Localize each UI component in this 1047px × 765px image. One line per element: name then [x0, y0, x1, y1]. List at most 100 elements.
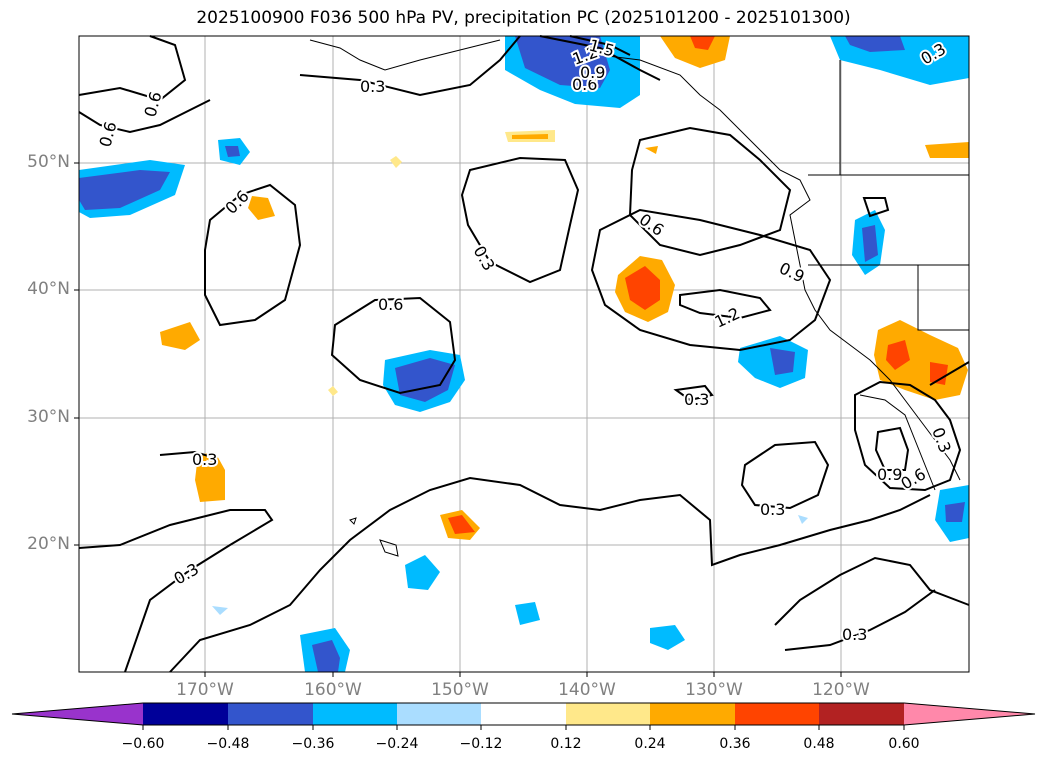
precip-positive-area: [660, 36, 730, 68]
pv-contour: [740, 440, 830, 510]
contour-label: 0.6: [572, 75, 597, 94]
contour-label: 0.3: [760, 500, 785, 519]
colorbar-tick-label: −0.24: [375, 736, 419, 752]
lat-label-20n: 20°N: [27, 534, 70, 554]
contour-label: 0.9: [877, 465, 902, 484]
precip-positive-area: [248, 196, 275, 220]
colorbar-tick-label: 0.24: [634, 736, 666, 752]
precip-positive-core: [512, 134, 548, 139]
precip-positive-area: [160, 322, 200, 350]
pv-contour: [929, 361, 970, 386]
lon-label-130w: 130°W: [685, 680, 743, 700]
colorbar-tick-label: −0.12: [459, 736, 503, 752]
colorbar: [11, 702, 1036, 730]
hawaii-islands: [349, 517, 399, 557]
lon-label-160w: 160°W: [304, 680, 362, 700]
precip-negative-core: [945, 502, 965, 522]
colorbar-segment: [650, 703, 735, 725]
coastlines: [309, 39, 969, 557]
contour-label: 0.3: [360, 77, 385, 96]
precip-positive-area: [390, 156, 402, 168]
colorbar-tick-label: −0.48: [206, 736, 250, 752]
precip-positive-core: [625, 266, 660, 310]
pv-contour: [330, 296, 457, 395]
lon-label-140w: 140°W: [558, 680, 616, 700]
precip-negative-core: [79, 170, 170, 210]
colorbar-segment: [313, 703, 397, 725]
colorbar-segment: [228, 703, 313, 725]
colorbar-segment: [12, 703, 143, 725]
baja-coast: [859, 394, 936, 491]
colorbar-tick-label: 0.48: [803, 736, 835, 752]
contour-label: 0.3: [192, 450, 217, 469]
pv-contour: [874, 426, 910, 471]
pv-contour: [78, 35, 187, 102]
pv-contours: [78, 35, 970, 673]
colorbar-tick-label: −0.60: [121, 736, 165, 752]
precip-negative-core: [312, 640, 340, 672]
map-frame: [78, 35, 970, 673]
precip-negative-core: [770, 348, 795, 375]
colorbar-segment: [735, 703, 819, 725]
lat-label-30n: 30°N: [27, 407, 70, 427]
pv-contour: [854, 380, 962, 492]
precip-negative-area: [405, 555, 440, 590]
contour-label: 0.6: [378, 295, 403, 314]
lon-label-150w: 150°W: [431, 680, 489, 700]
precip-negative-area: [212, 606, 228, 615]
colorbar-segment: [481, 703, 566, 725]
precip-negative-core: [515, 36, 610, 88]
precip-positive-area: [328, 386, 338, 396]
pv-contour: [78, 99, 211, 134]
lon-label-120w: 120°W: [812, 680, 870, 700]
precip-negative-core: [845, 36, 905, 52]
pv-contour: [679, 288, 772, 320]
colorbar-segment: [819, 703, 904, 725]
pv-contour: [774, 556, 970, 626]
precip-negative-core: [225, 146, 240, 157]
lat-label-40n: 40°N: [27, 279, 70, 299]
colorbar-tick-label: −0.36: [291, 736, 335, 752]
precip-positive-core: [930, 362, 948, 385]
pv-contour: [169, 476, 931, 673]
pv-contour: [628, 126, 792, 257]
lon-label-170w: 170°W: [176, 680, 234, 700]
precip-positive-core: [690, 36, 715, 50]
pv-contour: [862, 197, 890, 218]
precip-positive-area: [925, 142, 969, 158]
precip-negative-area: [650, 625, 685, 650]
colorbar-segment: [397, 703, 481, 725]
precip-positive-area: [645, 146, 658, 154]
pv-contour: [78, 509, 274, 673]
pv-contour: [539, 35, 661, 81]
pv-contour: [590, 208, 832, 352]
colorbar-tick-label: 0.60: [888, 736, 920, 752]
axis-ticks: [74, 162, 842, 677]
pv-contour: [569, 35, 631, 56]
contour-label: 0.3: [684, 390, 709, 409]
contour-label: 0.3: [842, 625, 867, 644]
pv-contour: [159, 450, 216, 459]
pv-contour: [673, 384, 714, 402]
precip-shading: [79, 36, 969, 672]
west-coast: [599, 54, 961, 481]
precip-positive-area: [195, 452, 225, 502]
colorbar-segment: [904, 703, 1035, 725]
pv-contour: [460, 156, 580, 284]
pv-contour: [299, 35, 521, 97]
precip-positive-core: [448, 515, 475, 534]
precip-negative-area: [515, 602, 540, 625]
pv-contour: [784, 589, 936, 651]
colorbar-tick-label: 0.12: [550, 736, 582, 752]
colorbar-segment: [143, 703, 228, 725]
precip-negative-area: [798, 515, 808, 524]
alaska-coast: [309, 39, 501, 71]
colorbar-tick-label: 0.36: [719, 736, 751, 752]
contour-label: 0.9: [580, 63, 605, 82]
state-border: [917, 265, 969, 331]
colorbar-segment: [566, 703, 650, 725]
precip-negative-core: [862, 225, 878, 262]
lat-label-50n: 50°N: [27, 152, 70, 172]
precip-positive-core: [886, 340, 910, 370]
